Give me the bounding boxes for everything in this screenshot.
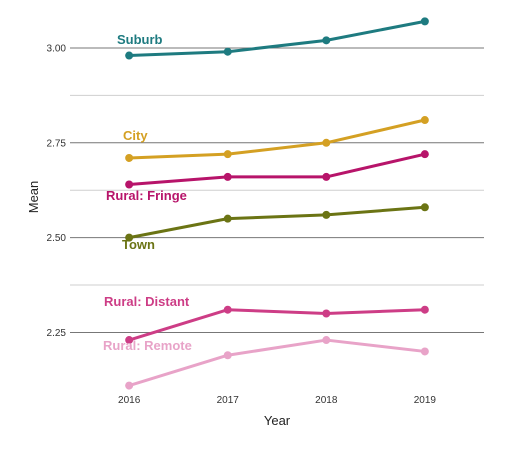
data-point-rural-remote bbox=[420, 347, 429, 356]
data-point-rural-fringe bbox=[223, 172, 232, 181]
data-point-suburb bbox=[322, 36, 331, 45]
y-tick-label: 3.00 bbox=[47, 43, 67, 54]
data-point-rural-distant bbox=[420, 305, 429, 314]
data-point-town bbox=[223, 214, 232, 223]
data-point-town bbox=[322, 210, 331, 219]
series-city bbox=[125, 116, 429, 162]
series-line-rural-fringe bbox=[129, 152, 426, 187]
data-point-city bbox=[322, 138, 331, 147]
y-axis-ticks: 2.25 2.50 2.75 3.00 bbox=[47, 43, 67, 339]
data-point-rural-distant bbox=[223, 305, 232, 314]
series-line-rural-distant bbox=[128, 308, 425, 342]
data-point-town bbox=[420, 203, 429, 212]
data-point-rural-remote bbox=[322, 336, 331, 345]
x-tick-label: 2019 bbox=[414, 395, 437, 406]
series-lines bbox=[125, 17, 429, 390]
x-tick-label: 2017 bbox=[217, 395, 240, 406]
grid bbox=[70, 47, 484, 333]
data-point-town bbox=[125, 233, 134, 242]
series-rural-distant bbox=[125, 305, 429, 345]
series-rural-fringe bbox=[125, 150, 429, 189]
data-point-rural-distant bbox=[125, 336, 134, 345]
y-tick-label: 2.25 bbox=[47, 328, 67, 339]
series-label-city: City bbox=[123, 128, 148, 143]
series-label-rural-fringe: Rural: Fringe bbox=[106, 188, 187, 203]
y-axis-title: Mean bbox=[26, 181, 41, 214]
y-tick-label: 2.50 bbox=[47, 233, 67, 244]
data-point-rural-remote bbox=[125, 381, 134, 390]
x-tick-label: 2018 bbox=[315, 395, 338, 406]
series-line-city bbox=[129, 118, 426, 160]
y-tick-label: 2.75 bbox=[47, 138, 67, 149]
data-point-suburb bbox=[125, 51, 134, 60]
series-line-town bbox=[128, 205, 425, 240]
data-point-rural-fringe bbox=[322, 172, 331, 181]
x-axis-ticks: 2016 2017 2018 2019 bbox=[118, 395, 436, 406]
data-point-rural-fringe bbox=[125, 180, 134, 189]
x-axis-title: Year bbox=[264, 413, 291, 428]
data-point-rural-distant bbox=[322, 309, 331, 318]
data-point-city bbox=[223, 150, 232, 159]
series-label-rural-remote: Rural: Remote bbox=[103, 338, 192, 353]
data-point-city bbox=[125, 153, 134, 162]
data-point-rural-remote bbox=[223, 351, 232, 360]
series-line-rural-remote bbox=[128, 338, 426, 388]
data-point-suburb bbox=[420, 17, 429, 26]
data-point-city bbox=[420, 116, 429, 125]
series-label-town: Town bbox=[122, 237, 155, 252]
x-tick-label: 2016 bbox=[118, 395, 141, 406]
series-rural-remote bbox=[125, 336, 429, 390]
series-town bbox=[125, 203, 429, 242]
data-point-suburb bbox=[223, 47, 232, 56]
series-suburb bbox=[125, 17, 429, 60]
series-label-suburb: Suburb bbox=[117, 32, 163, 47]
series-line-suburb bbox=[129, 19, 426, 58]
series-label-rural-distant: Rural: Distant bbox=[104, 294, 190, 309]
data-point-rural-fringe bbox=[420, 150, 429, 159]
series-labels: Suburb City Rural: Fringe Town Rural: Distan… bbox=[103, 32, 192, 353]
